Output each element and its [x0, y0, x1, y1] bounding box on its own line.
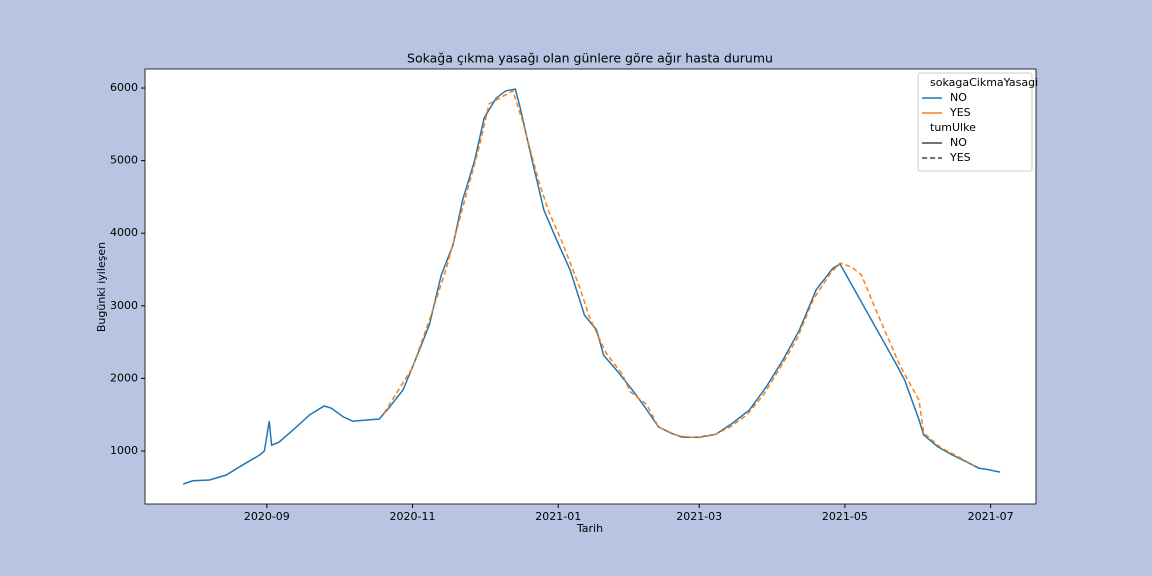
x-tick-label: 2021-03	[676, 510, 722, 523]
y-tick-label: 1000	[110, 444, 138, 457]
legend-label: NO	[950, 136, 967, 149]
y-axis-label: Bugünki iyileşen	[95, 242, 108, 332]
legend-title: sokagaCikmaYasagi	[930, 76, 1038, 89]
x-tick-label: 2021-05	[822, 510, 868, 523]
legend-box	[917, 72, 1033, 172]
series-line	[383, 89, 975, 467]
x-tick-label: 2020-11	[390, 510, 436, 523]
y-tick-label: 5000	[110, 154, 138, 167]
x-tick-label: 2021-01	[535, 510, 581, 523]
x-tick-label: 2020-09	[244, 510, 290, 523]
series-line	[182, 88, 1001, 485]
legend-label: YES	[949, 151, 971, 164]
legend-label: YES	[949, 106, 971, 119]
plot-area	[144, 68, 1037, 505]
x-axis-label: Tarih	[576, 522, 603, 535]
legend-label: NO	[950, 91, 967, 104]
y-tick-label: 4000	[110, 226, 138, 239]
chart-title: Sokağa çıkma yasağı olan günlere göre ağ…	[407, 51, 773, 66]
x-tick-label: 2021-07	[968, 510, 1014, 523]
y-tick-label: 3000	[110, 299, 138, 312]
y-tick-label: 2000	[110, 371, 138, 384]
legend-title: tumUlke	[930, 121, 976, 134]
y-tick-label: 6000	[110, 81, 138, 94]
